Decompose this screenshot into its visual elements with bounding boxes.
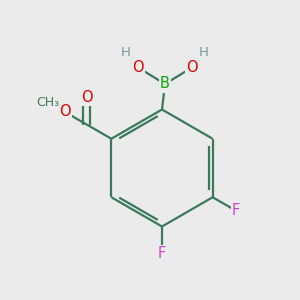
Text: H: H <box>199 46 209 59</box>
Text: O: O <box>132 60 144 75</box>
Text: O: O <box>59 104 70 119</box>
Text: O: O <box>186 60 198 75</box>
Text: CH₃: CH₃ <box>36 95 59 109</box>
Text: H: H <box>121 46 131 59</box>
Text: F: F <box>158 246 166 261</box>
Text: B: B <box>160 76 170 92</box>
Text: F: F <box>232 203 240 218</box>
Text: O: O <box>81 90 92 105</box>
